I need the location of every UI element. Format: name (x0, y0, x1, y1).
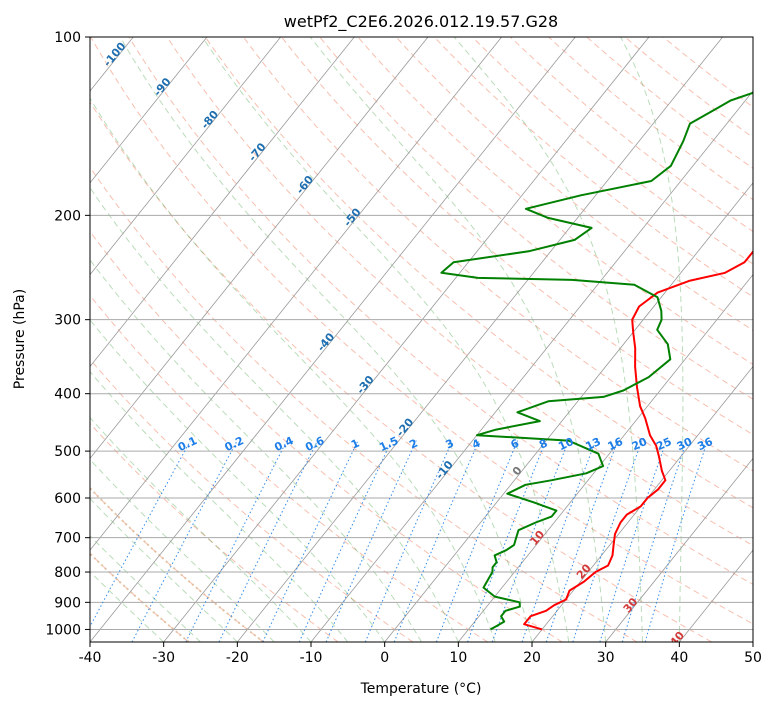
mixing-ratio-line (545, 440, 619, 642)
y-axis-label: Pressure (hPa) (12, 289, 28, 389)
dry-adiabat (90, 101, 712, 642)
y-tick-label: 100 (54, 30, 81, 46)
isotherm-line (384, 182, 753, 642)
mixing-ratio-label: 13 (584, 435, 603, 453)
mixing-ratio-line (325, 440, 417, 642)
temperature-trace (523, 250, 753, 631)
moist-adiabat (119, 37, 533, 642)
moist-adiabat (90, 97, 496, 642)
isotherm-line (163, 37, 650, 642)
isotherm-line (90, 37, 281, 276)
plot-area: -100-90-80-70-60-50-40-30-20-10 010203040… (90, 37, 753, 642)
chart-title: wetPf2_C2E6.2026.012.19.57.G28 (284, 12, 558, 32)
y-tick-label: 800 (54, 565, 81, 581)
x-tick-label: -30 (152, 650, 175, 666)
mixing-ratio-line (521, 440, 597, 642)
moist-adiabat (90, 370, 349, 642)
x-tick-label: -10 (300, 650, 323, 666)
isotherm-line (310, 90, 753, 642)
x-tick-label: -40 (79, 650, 102, 666)
mixing-ratio-line (644, 440, 708, 642)
x-tick-label: 50 (744, 650, 762, 666)
moist-adiabat (201, 37, 570, 642)
mixing-ratio-lines (90, 440, 708, 642)
moist-adiabat (309, 37, 607, 642)
mixing-ratio-label: 10 (556, 435, 576, 453)
x-tick-label: -20 (226, 650, 249, 666)
dry-adiabat (90, 294, 488, 642)
mixing-ratio-label: 25 (654, 435, 673, 453)
y-tick-label: 600 (54, 491, 81, 507)
y-tick-label: 200 (54, 208, 81, 224)
x-tick-label: 20 (523, 650, 541, 666)
moist-adiabat (90, 535, 201, 642)
isotherm-line (90, 37, 502, 551)
dry-adiabat (90, 230, 563, 642)
dry-adiabat (90, 553, 190, 642)
mixing-ratio-line (90, 440, 191, 628)
dry-adiabat (204, 37, 753, 509)
moist-adiabat (453, 37, 643, 642)
mixing-ratio-line (218, 440, 319, 642)
x-tick-label: 40 (670, 650, 688, 666)
isotherm-line (531, 365, 753, 642)
isotherm-line (458, 274, 753, 642)
moist-adiabat (90, 319, 386, 642)
skewed-isotherms (90, 37, 753, 642)
sounding-traces (440, 91, 753, 631)
x-tick-label: 10 (449, 650, 467, 666)
mixing-ratio-line (364, 440, 453, 642)
dry-adiabat (357, 37, 753, 366)
plot-frame (89, 36, 754, 643)
mixing-ratio-line (621, 440, 688, 642)
dry-adiabat (90, 422, 339, 642)
isotherm-line (605, 457, 753, 642)
mixing-ratio-line (298, 440, 393, 642)
mixing-ratio-line (185, 440, 288, 642)
x-tick-label: 30 (597, 650, 615, 666)
x-axis-label: Temperature (°C) (360, 681, 482, 697)
isotherm-line (90, 37, 576, 642)
y-tick-label: 1000 (45, 622, 81, 638)
dewpoint-trace (440, 91, 753, 631)
dry-adiabat (433, 37, 753, 298)
y-axis-ticks: 100 200 300 400 500 600 700 800 900 1000 (45, 30, 90, 638)
dry-adiabat (128, 37, 753, 585)
moist-adiabats (90, 37, 684, 642)
mixing-ratio-line (491, 440, 570, 642)
x-tick-label: 0 (380, 650, 389, 666)
y-tick-label: 300 (54, 313, 81, 329)
moist-adiabat (620, 37, 684, 642)
mixing-ratio-label: 20 (630, 435, 650, 453)
x-axis-ticks: -40 -30 -20 -10 0 10 20 30 40 50 (79, 642, 762, 666)
moist-adiabat (90, 497, 238, 642)
mixing-ratio-label: 30 (675, 435, 695, 453)
moist-adiabat (90, 458, 275, 642)
dry-adiabat (90, 166, 638, 642)
mixing-ratio-label: 16 (606, 435, 626, 453)
dry-adiabat (90, 37, 753, 625)
moist-adiabat (90, 259, 422, 642)
moist-adiabat (90, 571, 165, 642)
y-tick-label: 500 (54, 444, 81, 460)
y-tick-label: 700 (54, 531, 81, 547)
mixing-ratio-label: 36 (695, 435, 715, 453)
pressure-gridlines (90, 37, 753, 630)
isotherm-line (90, 37, 429, 459)
isotherm-line (90, 37, 208, 184)
isotherm-line (237, 37, 723, 642)
mixing-ratio-line (393, 440, 480, 642)
y-tick-label: 400 (54, 387, 81, 403)
isotherm-line (90, 37, 355, 368)
dry-adiabat (395, 37, 753, 331)
y-tick-label: 900 (54, 595, 81, 611)
